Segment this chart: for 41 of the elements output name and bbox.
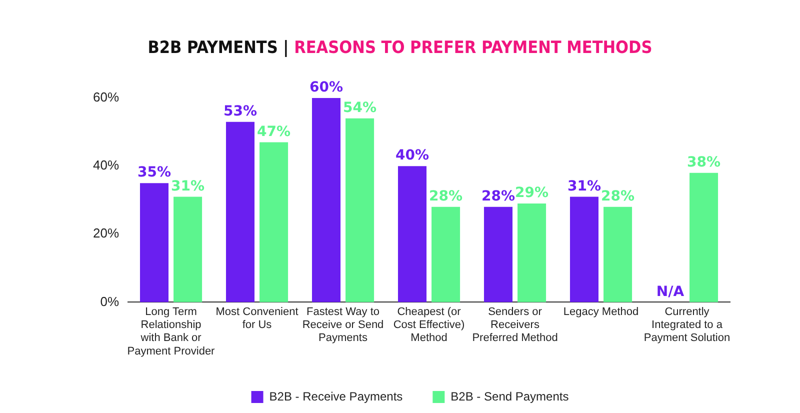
- data-label: 31%: [567, 178, 601, 194]
- data-label: 31%: [171, 178, 205, 194]
- x-tick-label: Fastest Way to Receive or Send Payments: [302, 306, 384, 344]
- data-label: 47%: [257, 124, 291, 140]
- data-label: 35%: [137, 164, 172, 181]
- y-tick-label: 20%: [92, 226, 120, 241]
- data-label: 28%: [429, 188, 463, 205]
- bar: [518, 204, 546, 302]
- bar: [260, 142, 288, 302]
- x-tick-label: Legacy Method: [563, 306, 639, 318]
- x-tick-label: Cheapest (or Cost Effective) Method: [393, 306, 465, 344]
- legend-label: B2B - Send Payments: [450, 389, 569, 404]
- x-tick-label: Senders or Receivers Preferred Method: [472, 306, 558, 344]
- x-tick-label: Most Convenient for Us: [216, 306, 298, 332]
- bar: [398, 166, 426, 302]
- bar: [312, 98, 340, 302]
- data-label: 38%: [687, 154, 721, 171]
- y-tick-label: 60%: [92, 90, 120, 105]
- bar: [570, 196, 598, 302]
- data-label: 60%: [309, 80, 343, 96]
- bar: [604, 206, 632, 302]
- data-label: 28%: [481, 188, 515, 205]
- bar: [226, 122, 254, 302]
- data-label: 40%: [395, 148, 429, 164]
- y-tick-label: 0%: [100, 294, 120, 309]
- bar: [432, 206, 460, 302]
- data-label: 28%: [601, 188, 635, 205]
- y-tick-label: 40%: [92, 158, 120, 173]
- legend-label: B2B - Receive Payments: [269, 389, 403, 404]
- bar: [174, 196, 202, 302]
- bar: [484, 206, 512, 302]
- bar: [140, 183, 169, 302]
- x-tick-label: Long Term Relationship with Bank or Payment Provider: [127, 306, 216, 358]
- x-tick-label: Currently Integrated to a Payment Solution: [644, 306, 730, 344]
- bar: [346, 118, 374, 302]
- data-label: 54%: [343, 100, 377, 116]
- text: N/A: [656, 284, 684, 300]
- data-label: 53%: [223, 103, 258, 120]
- chart-title: B2B PAYMENTS | REASONS TO PREFER PAYMENT METHODS: [146, 38, 654, 58]
- data-label: 29%: [515, 185, 549, 202]
- bar: [690, 172, 718, 302]
